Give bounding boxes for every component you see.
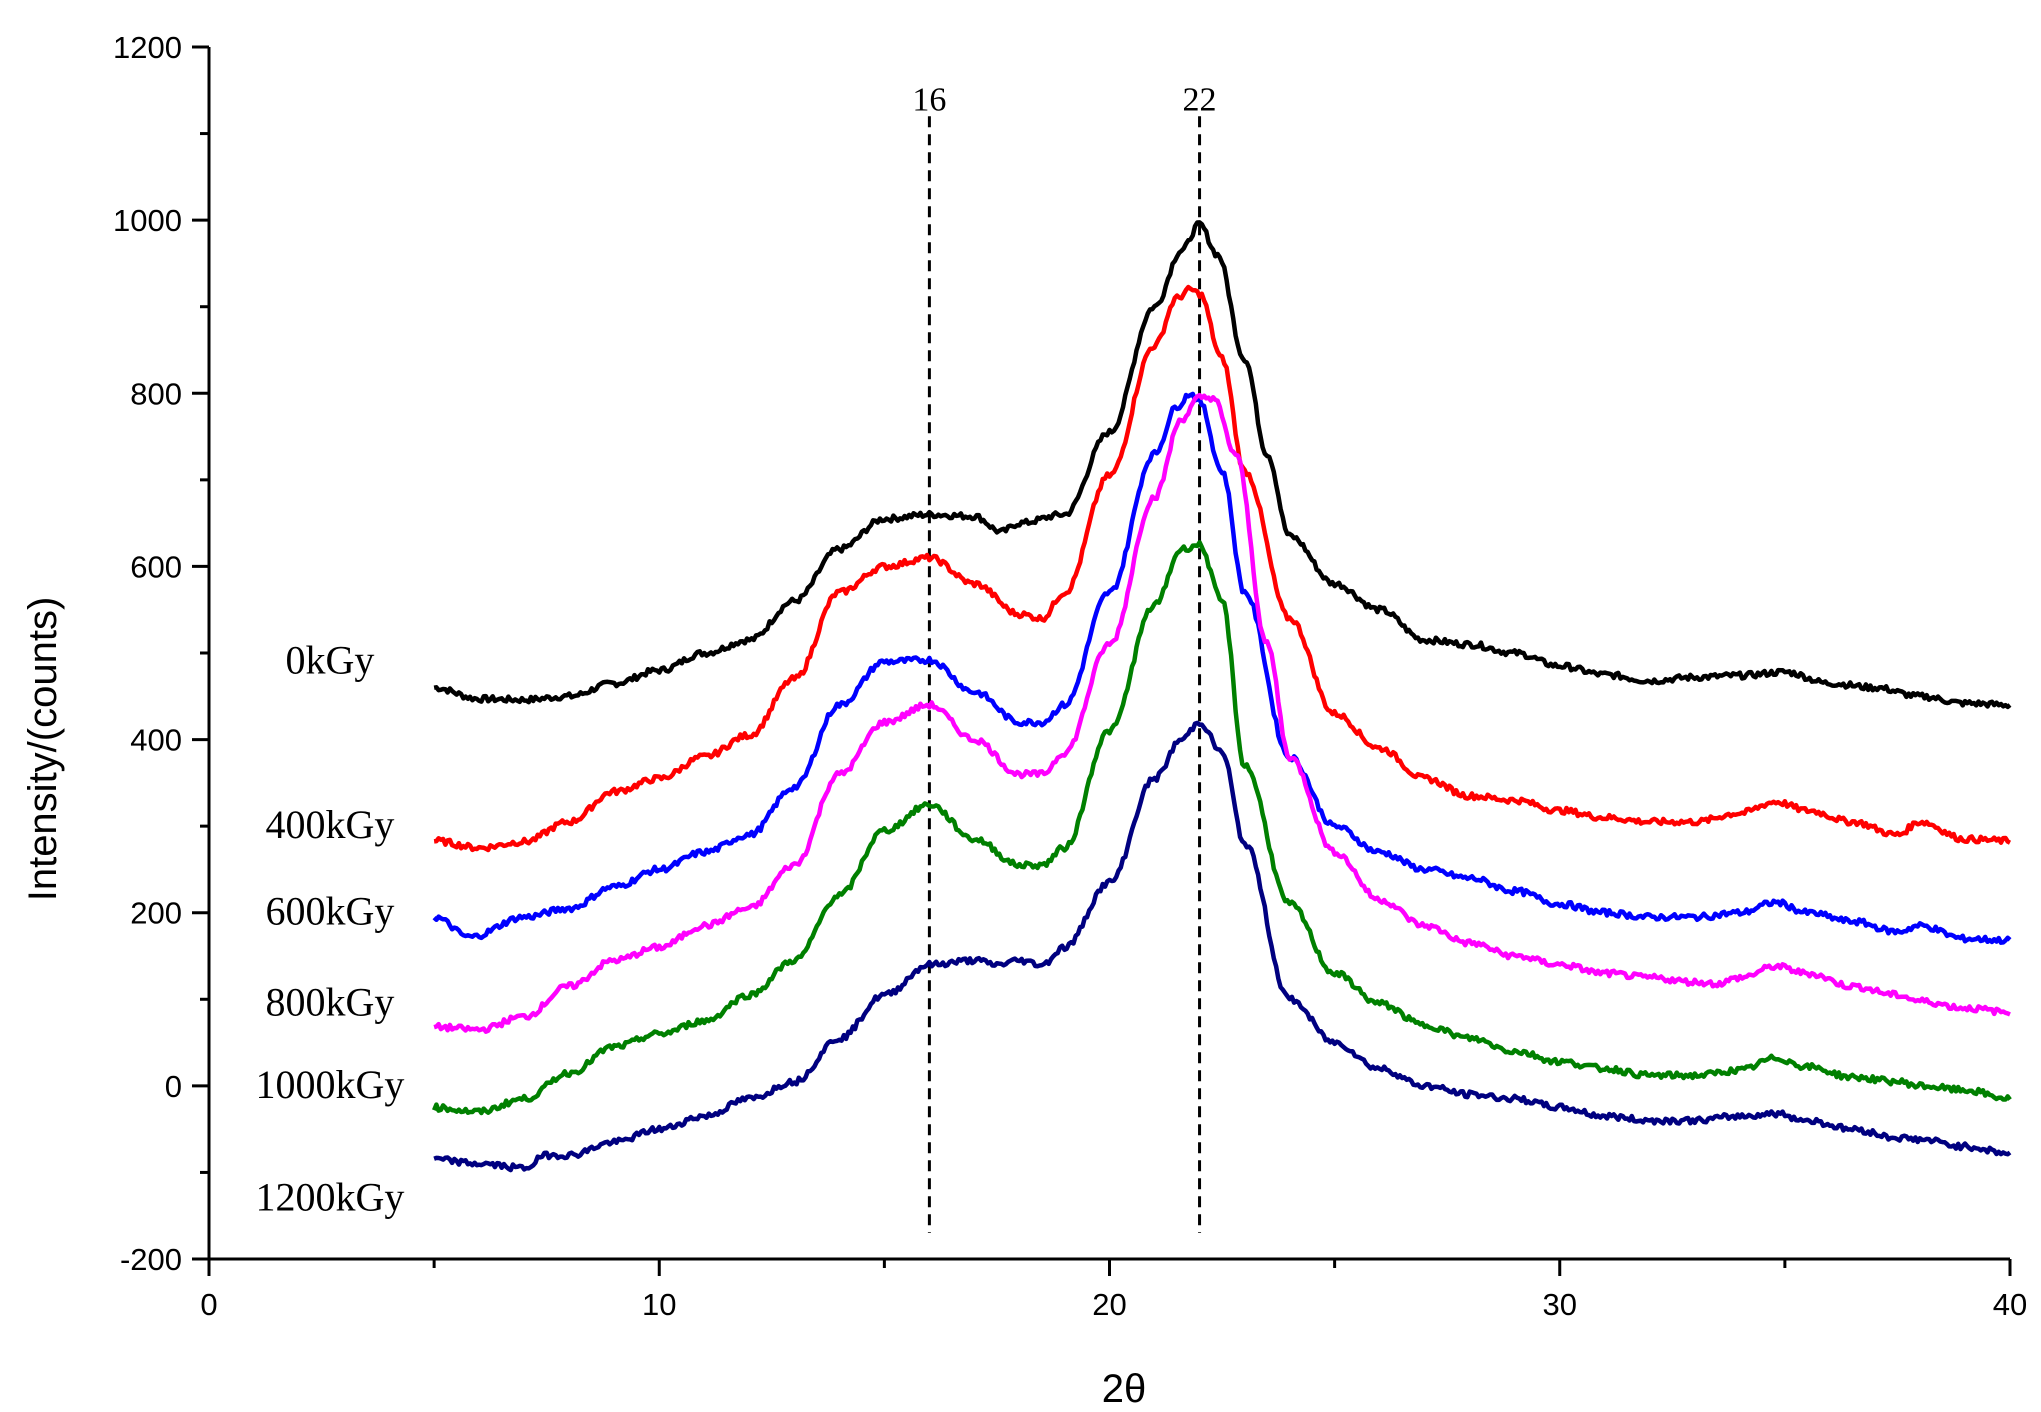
series-labels: 0kGy 400kGy 600kGy 800kGy 1000kGy 1200kGy: [256, 638, 405, 1220]
x-tick-label: 0: [200, 1287, 217, 1322]
series-lines: [432, 220, 2012, 1173]
x-tick-label: 30: [1543, 1287, 1577, 1322]
series-label-1000kgy: 1000kGy: [256, 1062, 405, 1107]
x-tick-label: 20: [1092, 1287, 1126, 1322]
series-line-600kgy: [432, 391, 2012, 945]
y-tick-label: -200: [120, 1242, 182, 1277]
reference-label-16: 16: [912, 81, 946, 118]
x-tick-label: 10: [642, 1287, 676, 1322]
series-label-800kgy: 800kGy: [266, 980, 395, 1025]
series-label-600kgy: 600kGy: [266, 889, 395, 934]
y-axis-title: Intensity/(counts): [21, 597, 65, 902]
series-line-1000kgy: [432, 540, 2012, 1116]
series-line-0kgy: [433, 220, 2012, 710]
y-tick-label: 800: [130, 376, 182, 411]
y-tick-label: 600: [130, 549, 182, 584]
series-label-400kgy: 400kGy: [266, 802, 395, 847]
x-axis-title: 2θ: [1102, 1367, 1147, 1411]
axes: [207, 47, 2010, 1261]
series-line-800kgy: [433, 392, 2011, 1034]
series-line-400kgy: [433, 284, 2012, 853]
y-tick-label: 400: [130, 723, 182, 758]
series-label-0kgy: 0kGy: [286, 638, 375, 683]
y-tick-label: 1000: [113, 203, 182, 238]
x-tick-label: 40: [1993, 1287, 2027, 1322]
axis-ticks: -200 0 200 400 600 800 1000 1200 0 10 20 30 40: [113, 30, 2027, 1322]
y-tick-label: 0: [165, 1069, 182, 1104]
series-line-1200kgy: [433, 720, 2012, 1173]
y-tick-label: 200: [130, 896, 182, 931]
reference-lines: 16 22: [912, 81, 1217, 1234]
series-label-1200kgy: 1200kGy: [256, 1174, 405, 1219]
y-tick-label: 1200: [113, 30, 182, 65]
reference-label-22: 22: [1183, 81, 1217, 118]
